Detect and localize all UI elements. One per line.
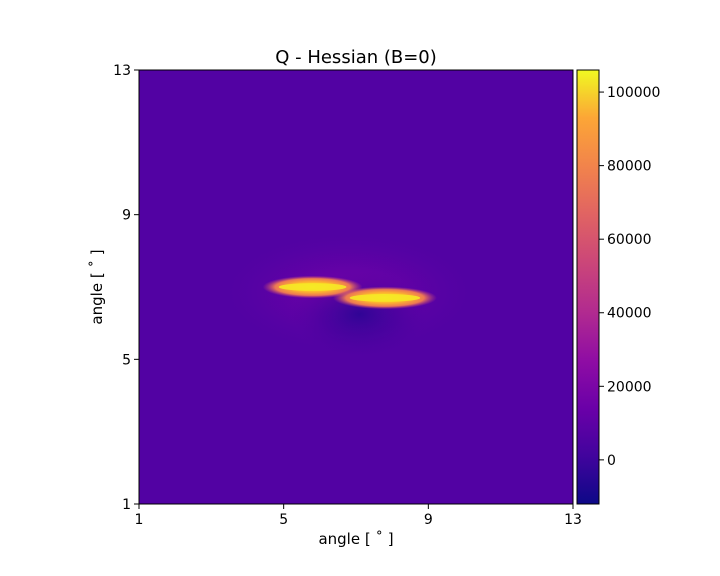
plot-frame [138, 69, 574, 505]
x-tick-label-1: 5 [279, 512, 288, 528]
colorbar-tick-label-1: 20000 [607, 379, 652, 395]
colorbar-gradient [576, 69, 600, 505]
x-tick-label-0: 1 [135, 512, 144, 528]
colorbar-ticks: 0 20000 40000 60000 80000 100000 [599, 85, 660, 469]
x-axis: 1 5 9 13 [135, 504, 582, 528]
y-axis-label: angle [ ˚ ] [88, 249, 106, 324]
y-tick-label-0: 1 [122, 497, 131, 513]
y-axis: 1 5 9 13 [113, 63, 139, 513]
heatmap-streak-core-1 [349, 293, 421, 302]
heatmap-streak-core-0 [278, 283, 347, 291]
colorbar-tick-label-2: 40000 [607, 306, 652, 322]
y-tick-label-2: 9 [122, 208, 131, 224]
y-tick-label-1: 5 [122, 352, 131, 368]
x-tick-label-3: 13 [564, 512, 582, 528]
colorbar-tick-label-3: 60000 [607, 232, 652, 248]
heatmap-area [139, 70, 573, 504]
colorbar-tick-label-0: 0 [607, 453, 616, 469]
x-tick-label-2: 9 [424, 512, 433, 528]
colorbar-tick-label-5: 100000 [607, 85, 660, 101]
y-tick-label-3: 13 [113, 63, 131, 79]
heatmap-features [218, 230, 479, 358]
colorbar-tick-label-4: 80000 [607, 159, 652, 175]
x-axis-label: angle [ ˚ ] [318, 530, 393, 548]
chart-title: Q - Hessian (B=0) [275, 47, 437, 68]
colorbar: 0 20000 40000 60000 80000 100000 [576, 69, 660, 505]
